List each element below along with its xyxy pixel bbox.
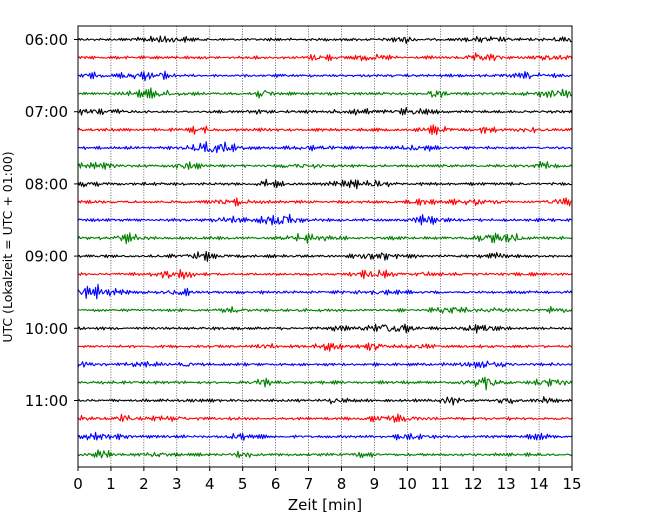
trace-0900	[77, 250, 573, 262]
x-tick-label: 14	[530, 475, 549, 493]
y-tick-label: 06:00	[25, 31, 68, 49]
x-axis-ticks: 0 1 2 3 4 5 6 7 8 9 10 11 12 13 14 15	[73, 467, 582, 493]
x-tick-label: 0	[73, 475, 83, 493]
y-axis-ticks: 06:00 07:00 08:00 09:00 10:00 11:00	[25, 31, 78, 410]
trace-0715	[77, 124, 573, 136]
x-tick-label: 11	[431, 475, 450, 493]
x-tick-label: 12	[464, 475, 483, 493]
y-tick-label: 08:00	[25, 175, 68, 193]
y-tick-label: 11:00	[25, 392, 68, 410]
trace-0815	[77, 197, 573, 207]
trace-0915	[77, 269, 573, 280]
trace-0600	[77, 35, 573, 45]
trace-1115	[77, 413, 573, 423]
trace-0630	[77, 70, 573, 82]
y-axis-label: UTC (Lokalzeit = UTC + 01:00)	[0, 151, 15, 342]
x-tick-label: 13	[497, 475, 516, 493]
x-tick-label: 5	[238, 475, 248, 493]
trace-1045	[77, 376, 573, 391]
trace-0615	[77, 52, 573, 62]
trace-0645	[77, 87, 573, 99]
trace-1145	[77, 449, 573, 459]
trace-0800	[77, 178, 573, 190]
trace-0930	[77, 283, 573, 300]
grid	[110, 26, 540, 467]
trace-0830	[77, 213, 573, 226]
trace-1130	[77, 431, 573, 441]
x-tick-label: 1	[106, 475, 116, 493]
x-tick-label: 6	[271, 475, 281, 493]
y-tick-label: 07:00	[25, 103, 68, 121]
trace-1015	[77, 342, 573, 352]
plot-frame	[77, 25, 573, 468]
trace-0845	[77, 232, 573, 245]
x-axis-label: Zeit [min]	[288, 496, 362, 514]
y-tick-label: 09:00	[25, 248, 68, 266]
trace-1030	[77, 360, 573, 369]
trace-0945	[77, 305, 573, 314]
trace-0700	[77, 106, 573, 116]
trace-0730	[77, 141, 573, 154]
x-tick-label: 15	[562, 475, 581, 493]
y-tick-label: 10:00	[25, 320, 68, 338]
trace-1100	[77, 396, 573, 406]
x-tick-label: 4	[205, 475, 215, 493]
x-tick-label: 10	[398, 475, 417, 493]
trace-1000	[77, 323, 573, 334]
x-tick-label: 3	[172, 475, 182, 493]
x-tick-label: 2	[139, 475, 149, 493]
trace-0745	[77, 160, 573, 170]
x-tick-label: 7	[304, 475, 314, 493]
traces	[77, 35, 573, 459]
x-tick-label: 8	[337, 475, 347, 493]
x-tick-label: 9	[370, 475, 380, 493]
